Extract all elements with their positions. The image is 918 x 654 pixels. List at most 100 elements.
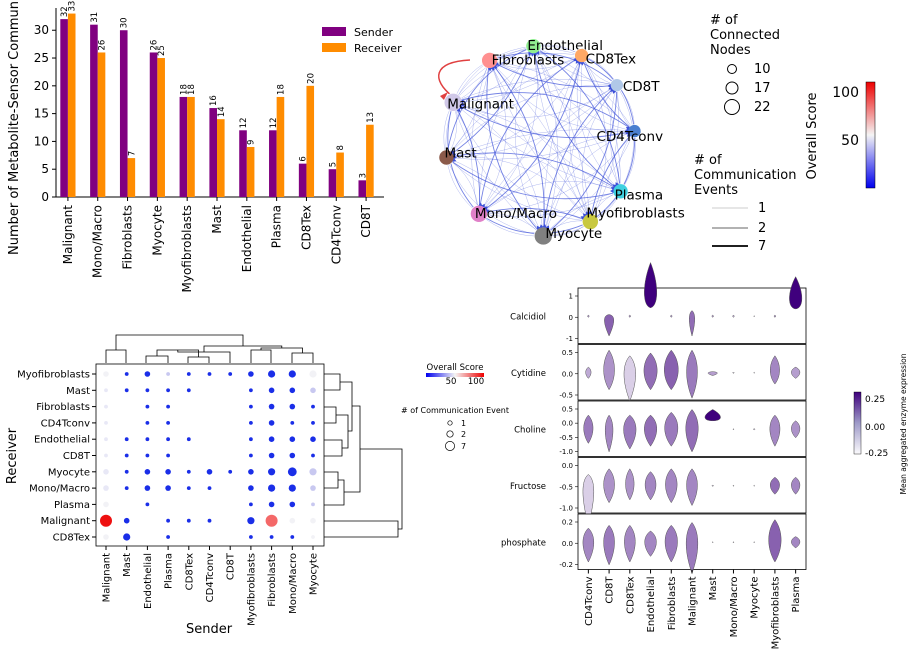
network-edge [543,130,635,236]
dot-cell [124,388,129,393]
violin-x-tick-label: Myofibroblasts [770,577,781,650]
network-arrowhead [580,216,585,220]
bar-y-tick-label: 5 [41,162,49,176]
network-edge [533,46,635,132]
dot-cell [249,453,253,458]
network-edge [478,85,618,214]
node-legend-circle-medium [725,81,739,95]
bar-data-label: 3 [358,173,368,178]
network-edge [453,55,582,103]
network-colorbar: 100 50 Overall Score [805,81,876,189]
edge-legend-value-1: 1 [758,201,766,216]
network-arrowhead [452,157,457,162]
network-edge [489,55,582,70]
bar-x-tick-label: CD8Tex [299,205,313,250]
dot-cell [207,372,212,376]
dot-cell [100,514,112,527]
network-edge [453,46,534,103]
dot-events-value-1: 1 [461,419,466,428]
network-edge [568,55,591,222]
dot-cell [268,436,275,443]
network-edge [453,84,617,118]
network-edge [486,60,544,237]
violin-plot: Calcidiol 1 0 -1 Cytidine 0.5 0.0 -0.5 Choline 0.… [501,261,908,650]
network-arrowhead [483,206,488,211]
network-arrowhead [495,62,500,66]
bar-x-tick-label: Endothelial [240,205,254,272]
bar-data-label: 26 [150,40,160,51]
violin-shape [711,484,714,487]
node-legend-circle-large [724,99,740,115]
network-edge [446,157,544,237]
violin-shape [732,371,735,374]
bar-sender-endothelial [239,130,247,197]
network-edge [489,60,635,132]
network-edge [478,84,617,214]
dot-x-tick-label: Endothelial [143,553,154,609]
network-edge [453,102,591,222]
network-node-label: Malignant [447,96,514,112]
network-edge [489,60,617,88]
violin-y-tick-label: -0.5 [559,483,573,491]
dot-cell [124,486,129,490]
dot-y-tick-label: CD8T [63,451,91,462]
bar-x-tick-label: CD8T [359,204,373,237]
network-arrowhead [545,225,550,230]
bar-data-label: 33 [68,1,78,12]
violin-shape [686,349,698,399]
dot-events-circle-2 [446,430,454,438]
network-edge [489,60,635,132]
violin-shape [644,261,658,309]
dot-events-legend: # of Communication Event 1 2 7 [401,406,509,451]
violin-colorbar-tick-high: 0.25 [865,395,885,405]
dot-y-axis-label: Receiver [5,427,20,484]
node-legend-value-medium: 17 [754,81,771,96]
network-arrowhead [487,67,492,72]
violin-shape [644,471,657,501]
network-node-label: Mast [444,145,476,161]
network-edge [471,60,490,214]
network-edge [533,45,622,192]
bar-sender-plasma [269,130,277,197]
dot-cell [268,484,276,492]
bar-sender-cd8tex [298,163,307,197]
bar-data-label: 32 [60,6,70,17]
network-edge [446,85,618,158]
bar-receiver-plasma [276,96,285,197]
legend-label-sender: Sender [354,26,393,39]
dot-y-tick-label: Mono/Macro [29,484,90,495]
bar-data-label: 25 [157,45,167,56]
dot-y-tick-label: Endothelial [34,435,90,446]
network-edge [489,52,618,86]
dot-y-tick-label: Myocyte [48,467,90,478]
network-colorbar-tick-100: 100 [832,85,859,101]
dot-cell [249,437,253,442]
dot-score-legend: Overall Score 50 100 [426,363,484,387]
bar-data-label: 8 [336,145,346,150]
violin-colorbar-title: Mean aggregated enzyme expression [899,353,908,494]
dot-cell [104,388,108,393]
violin-shape [604,314,615,337]
bar-receiver-mast [217,119,225,197]
network-edge [489,60,621,192]
dot-x-tick-label: Myofibroblasts [246,553,257,626]
node-legend-title-line2: Connected [710,28,780,43]
dot-plot: Myofibroblasts Mast Fibroblasts CD4Tconv End… [5,334,509,637]
dot-cell [124,372,129,376]
network-edge [609,85,621,192]
bar-data-label: 30 [120,17,130,28]
violin-shape [664,524,678,563]
violin-shape [711,314,714,318]
network-edge [581,55,621,192]
violin-shape [732,484,735,487]
network-arrowhead [610,189,614,194]
network-edge [590,85,619,222]
bar-data-label: 6 [299,156,309,161]
dot-cell [166,404,171,409]
network-edge [542,55,582,236]
violin-row-choline: Choline 0.5 0.0 -0.5 -1.0 [514,400,807,457]
dot-x-tick-label: CD8Tex [184,553,195,590]
dot-cell [103,501,109,508]
violin-y-tick-label: 0.2 [562,519,573,527]
bar-receiver-mono-macro [97,52,106,198]
